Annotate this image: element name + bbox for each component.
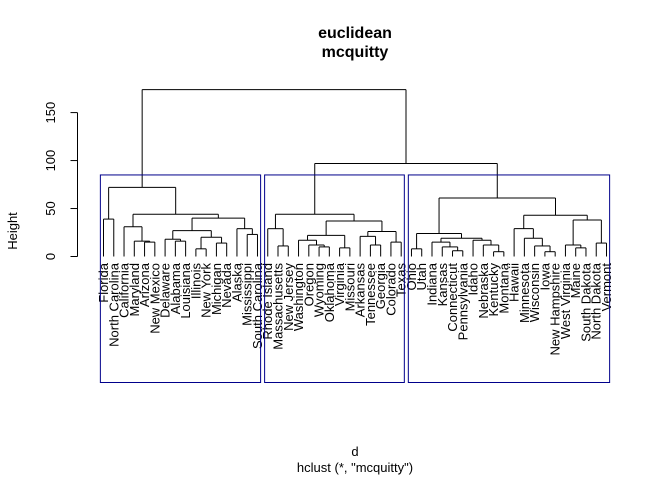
- leaf-label: Louisiana: [178, 262, 193, 318]
- x-axis-sublabel: hclust (*, "mcquitty"): [297, 460, 413, 475]
- leaf-label: Alabama: [168, 262, 183, 314]
- leaf-label: Kansas: [435, 263, 450, 307]
- leaf-label: New Mexico: [147, 263, 162, 334]
- leaf-label: Tennessee: [363, 263, 378, 326]
- leaf-label: West Virginia: [558, 262, 573, 339]
- x-axis-label: d: [351, 444, 358, 459]
- leaf-label: Nebraska: [476, 262, 491, 318]
- leaf-label: Hawaii: [507, 263, 522, 302]
- leaf-label: Mississippi: [240, 263, 255, 326]
- y-axis: 0 50 100 150: [43, 102, 78, 260]
- leaf-label: Ohio: [404, 263, 419, 290]
- leaf-label: California: [117, 262, 132, 318]
- leaf-label: Wisconsin: [527, 263, 542, 322]
- cluster-boxes: [99, 174, 611, 383]
- leaf-label: Georgia: [373, 262, 388, 309]
- leaf-label: Massachusetts: [271, 263, 286, 350]
- cluster-box-3: [407, 174, 611, 383]
- leaf-label: Texas: [394, 263, 409, 297]
- leaf-label: Washington: [291, 263, 306, 331]
- leaf-label: Delaware: [158, 263, 173, 318]
- cluster-box-2: [264, 174, 405, 383]
- chart-title: euclidean: [318, 25, 392, 42]
- leaf-label: North Carolina: [106, 262, 121, 347]
- leaf-label: Pennsylvania: [455, 262, 470, 340]
- leaf-label: Arizona: [137, 262, 152, 307]
- leaf-label: Wyoming: [312, 263, 327, 317]
- leaf-label: Utah: [414, 263, 429, 290]
- leaf-label: Indiana: [424, 262, 439, 305]
- leaf-label: New Jersey: [281, 263, 296, 331]
- leaf-label: Maine: [568, 263, 583, 298]
- leaf-label: Iowa: [537, 262, 552, 290]
- leaf-label: Rhode Island: [260, 263, 275, 340]
- leaf-label: Kentucky: [486, 263, 501, 317]
- leaf-label: Alaska: [229, 262, 244, 302]
- leaf-label: Michigan: [209, 263, 224, 315]
- leaf-label: New Hampshire: [548, 263, 563, 355]
- leaf-label: Colorado: [383, 263, 398, 316]
- leaf-label: Illinois: [188, 263, 203, 300]
- leaf-label: Virginia: [332, 262, 347, 306]
- y-axis-label: Height: [5, 212, 20, 250]
- leaf-label: North Dakota: [589, 262, 604, 339]
- leaf-label: New York: [199, 263, 214, 318]
- leaf-label: Arkansas: [353, 263, 368, 318]
- y-tick-label: 50: [43, 201, 58, 215]
- leaf-label: Florida: [96, 262, 111, 303]
- leaf-label: Idaho: [466, 263, 481, 296]
- dendrogram-tree: [103, 89, 607, 257]
- leaf-label: South Dakota: [578, 262, 593, 342]
- y-tick-label: 100: [43, 150, 58, 172]
- leaf-label: Minnesota: [517, 262, 532, 323]
- leaf-label: Missouri: [342, 263, 357, 312]
- leaf-label: Oklahoma: [322, 262, 337, 322]
- leaf-label: Connecticut: [445, 263, 460, 332]
- leaf-label: South Carolina: [250, 262, 265, 349]
- leaf-label: Oregon: [301, 263, 316, 306]
- cluster-box-1: [99, 174, 262, 383]
- leaf-label: Nevada: [219, 262, 234, 308]
- leaf-label: Maryland: [127, 263, 142, 316]
- y-tick-label: 0: [43, 253, 58, 260]
- y-tick-label: 150: [43, 102, 58, 124]
- leaf-label: Vermont: [599, 263, 614, 312]
- leaf-label: Montana: [496, 262, 511, 313]
- chart-subtitle: mcquitty: [322, 44, 389, 61]
